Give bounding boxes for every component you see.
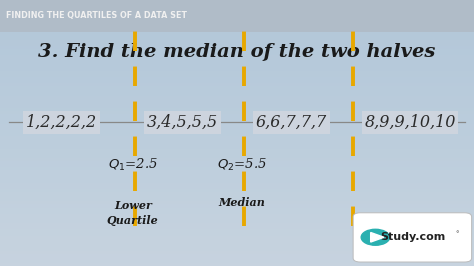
FancyBboxPatch shape <box>0 0 474 32</box>
Text: FINDING THE QUARTILES OF A DATA SET: FINDING THE QUARTILES OF A DATA SET <box>6 11 187 20</box>
Text: $Q_2$=5.5: $Q_2$=5.5 <box>217 157 267 173</box>
Text: 3. Find the median of the two halves: 3. Find the median of the two halves <box>38 43 436 61</box>
Text: Study.com: Study.com <box>380 232 445 242</box>
FancyBboxPatch shape <box>353 213 472 262</box>
Text: Lower
Quartile: Lower Quartile <box>107 200 159 226</box>
Polygon shape <box>371 232 384 242</box>
Text: Median: Median <box>219 197 265 208</box>
Circle shape <box>361 229 390 245</box>
Text: 8,9,9,10,10: 8,9,9,10,10 <box>365 114 456 131</box>
Text: 1,2,2,2,2: 1,2,2,2,2 <box>26 114 97 131</box>
Text: 3,4,5,5,5: 3,4,5,5,5 <box>147 114 218 131</box>
Text: $Q_1$=2.5: $Q_1$=2.5 <box>108 157 158 173</box>
Text: 6,6,7,7,7: 6,6,7,7,7 <box>256 114 327 131</box>
Text: °: ° <box>456 231 459 237</box>
